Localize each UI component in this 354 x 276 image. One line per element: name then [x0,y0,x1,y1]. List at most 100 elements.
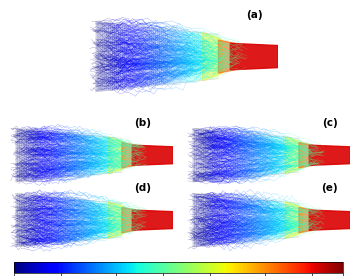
Polygon shape [62,133,64,178]
Polygon shape [39,131,41,180]
Polygon shape [99,22,103,91]
Polygon shape [108,201,125,239]
Polygon shape [65,198,68,242]
Polygon shape [37,195,39,245]
Polygon shape [190,31,193,82]
Polygon shape [60,132,63,178]
Polygon shape [240,133,243,177]
Polygon shape [201,194,204,246]
Polygon shape [42,196,45,245]
Polygon shape [23,194,25,246]
Polygon shape [262,200,264,240]
Polygon shape [86,135,89,175]
Polygon shape [193,193,195,247]
Polygon shape [51,197,53,244]
Polygon shape [292,203,295,237]
Polygon shape [286,137,289,173]
Polygon shape [265,200,268,240]
Polygon shape [251,199,254,242]
Polygon shape [209,195,211,246]
Polygon shape [210,130,213,181]
Polygon shape [194,193,197,247]
Polygon shape [96,21,98,92]
Polygon shape [79,199,82,241]
Polygon shape [230,197,232,243]
Polygon shape [102,201,105,239]
Polygon shape [157,28,160,85]
Polygon shape [32,195,34,246]
Polygon shape [232,132,234,178]
Polygon shape [79,134,82,176]
Polygon shape [37,130,39,180]
Polygon shape [272,201,275,239]
Polygon shape [185,31,189,82]
Polygon shape [116,138,119,172]
Polygon shape [210,195,213,245]
Polygon shape [26,194,29,246]
Polygon shape [221,196,223,244]
Polygon shape [217,131,220,180]
Polygon shape [28,129,30,181]
Polygon shape [200,33,203,81]
Polygon shape [95,136,98,174]
Polygon shape [108,202,110,238]
Polygon shape [17,193,20,247]
Polygon shape [47,131,50,179]
Polygon shape [212,130,215,180]
Polygon shape [49,197,52,244]
Polygon shape [226,197,229,244]
Polygon shape [198,194,200,246]
Polygon shape [143,26,145,87]
Polygon shape [51,132,53,179]
Polygon shape [161,28,164,85]
Polygon shape [214,130,216,180]
Polygon shape [258,135,261,176]
Polygon shape [109,202,112,238]
Polygon shape [81,135,84,176]
Polygon shape [132,210,173,230]
Polygon shape [244,198,247,242]
Polygon shape [72,134,75,177]
Polygon shape [120,24,123,89]
Polygon shape [218,40,234,73]
Polygon shape [78,134,80,176]
Polygon shape [253,134,256,176]
Polygon shape [205,194,207,246]
Polygon shape [269,201,272,240]
Polygon shape [226,132,229,179]
Polygon shape [112,23,115,90]
Polygon shape [290,138,293,173]
Polygon shape [214,34,217,79]
Polygon shape [153,28,156,86]
Polygon shape [104,137,107,174]
Polygon shape [173,30,176,83]
Polygon shape [232,197,234,243]
Polygon shape [115,138,118,172]
Polygon shape [106,22,109,91]
Polygon shape [163,29,166,84]
Polygon shape [145,27,148,86]
Polygon shape [70,198,73,242]
Polygon shape [262,135,264,176]
Polygon shape [175,30,178,83]
Polygon shape [202,33,205,80]
Polygon shape [200,194,202,246]
Polygon shape [256,199,259,241]
Polygon shape [233,132,236,178]
Polygon shape [246,198,249,242]
Polygon shape [114,23,117,90]
Polygon shape [169,29,172,84]
Polygon shape [111,137,114,173]
Polygon shape [177,30,181,83]
Polygon shape [267,136,270,175]
Polygon shape [58,197,61,243]
Polygon shape [201,129,204,181]
Polygon shape [206,33,209,80]
Polygon shape [288,202,291,238]
Polygon shape [251,134,254,177]
Polygon shape [53,132,55,179]
Polygon shape [207,130,209,181]
Polygon shape [299,208,313,233]
Polygon shape [242,198,245,242]
Polygon shape [21,129,23,182]
